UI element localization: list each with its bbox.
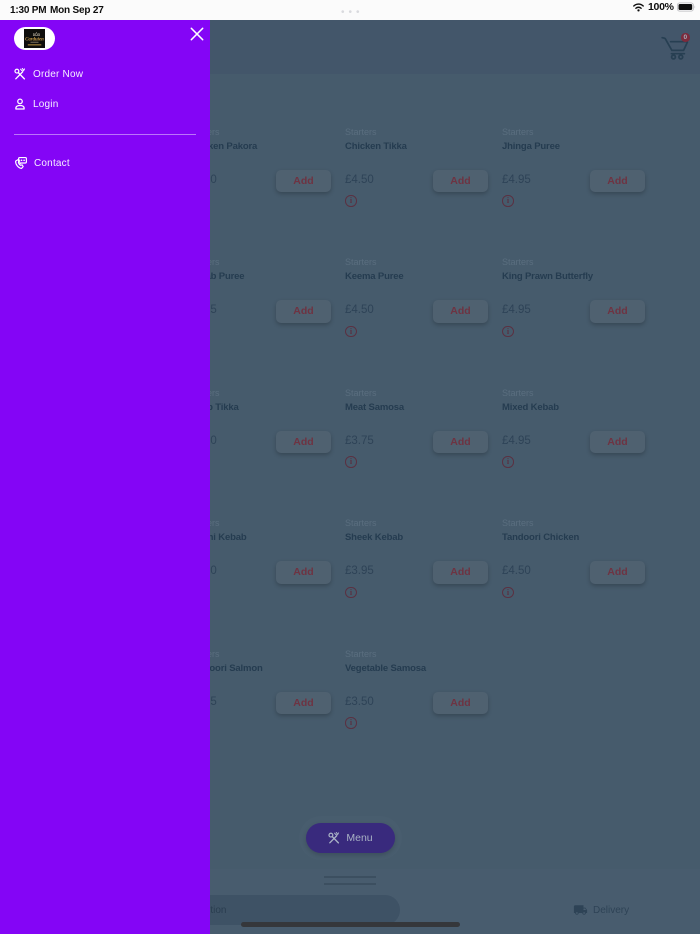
svg-text:Carduien: Carduien	[25, 37, 44, 42]
